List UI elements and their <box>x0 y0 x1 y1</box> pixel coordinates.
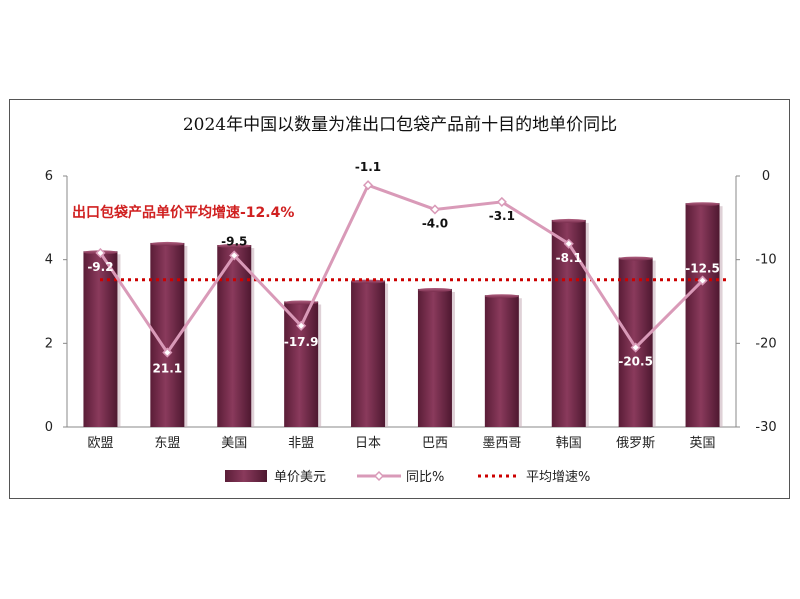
yoy-point <box>296 320 307 331</box>
legend-swatch-yoy-marker <box>373 470 385 482</box>
yoy-data-label: -12.5 <box>685 262 720 276</box>
y-left-tick-label: 2 <box>45 336 53 351</box>
x-category-label: 非盟 <box>288 436 314 451</box>
legend-swatch-bar <box>225 470 267 482</box>
y-left-tick-label: 6 <box>45 169 53 184</box>
yoy-point <box>630 342 641 353</box>
legend-label-avg: 平均增速% <box>526 470 590 485</box>
yoy-data-label: 21.1 <box>153 362 183 376</box>
x-category-label: 俄罗斯 <box>616 436 655 451</box>
data-labels: -9.2 21.1 -9.5 -17.9 -1.1 -4.0 -3.1 -8.1 -20.5 -1… <box>87 160 720 375</box>
yoy-data-label: -17.9 <box>284 335 319 349</box>
bar-cap <box>284 300 319 305</box>
bar <box>685 203 720 427</box>
legend-label-bar: 单价美元 <box>274 470 326 485</box>
yoy-data-label: -4.0 <box>422 216 448 230</box>
yoy-data-label: -9.5 <box>221 234 247 248</box>
yoy-point <box>95 247 106 259</box>
axes: 0 2 4 6 0 -10 -20 -30 欧盟 东盟 美国 非盟 日本 巴西 墨西哥 韩国 俄罗斯 英国 <box>45 169 777 451</box>
y-right-tick-label: -20 <box>755 336 776 351</box>
bar <box>217 245 252 427</box>
x-category-label: 墨西哥 <box>482 436 521 451</box>
y-left-tick-label: 0 <box>45 420 53 435</box>
bar <box>83 251 118 427</box>
x-category-label: 日本 <box>355 436 381 451</box>
bar-cap <box>150 241 185 246</box>
chart-frame: 2024年中国以数量为准出口包袋产品前十目的地单价同比 出口包袋产品单价平均增速… <box>9 99 790 499</box>
yoy-polyline <box>99 183 704 356</box>
bar-cap <box>618 256 653 261</box>
average-growth-annotation: 出口包袋产品单价平均增速-12.4% <box>72 204 294 221</box>
x-category-label: 欧盟 <box>87 436 113 451</box>
yoy-point <box>697 275 708 286</box>
legend-label-yoy: 同比% <box>406 470 444 485</box>
x-category-label: 美国 <box>221 436 247 451</box>
yoy-data-label: -9.2 <box>87 260 113 274</box>
yoy-data-label: -8.1 <box>556 251 582 265</box>
bar <box>618 257 653 427</box>
yoy-data-label: -3.1 <box>489 209 515 223</box>
x-category-label: 巴西 <box>422 436 448 451</box>
chart-title: 2024年中国以数量为准出口包袋产品前十目的地单价同比 <box>183 115 617 135</box>
bar <box>417 288 452 427</box>
bar <box>484 295 519 427</box>
yoy-point <box>563 238 574 249</box>
chart-svg: 2024年中国以数量为准出口包袋产品前十目的地单价同比 出口包袋产品单价平均增速… <box>45 115 777 485</box>
x-category-label: 英国 <box>690 436 716 451</box>
bar-cap <box>217 244 252 249</box>
x-category-label: 东盟 <box>154 436 180 451</box>
yoy-data-label: -1.1 <box>355 160 381 174</box>
bar-cap <box>417 287 452 292</box>
yoy-data-label: -20.5 <box>618 355 653 369</box>
y-right-tick-label: -30 <box>755 420 776 435</box>
yoy-point <box>429 204 441 215</box>
bar-cap <box>685 202 720 207</box>
legend: 单价美元 同比% 平均增速% <box>225 470 590 485</box>
bar <box>351 280 386 427</box>
yoy-point <box>162 347 173 358</box>
y-right-tick-label: -10 <box>755 253 776 268</box>
y-left-tick-label: 4 <box>45 253 53 268</box>
bar-cap <box>484 294 519 299</box>
x-category-label: 韩国 <box>556 436 582 451</box>
bar <box>284 301 319 427</box>
bars <box>83 202 723 427</box>
yoy-point <box>229 250 240 261</box>
yoy-point <box>496 196 507 207</box>
yoy-line <box>95 180 708 358</box>
bar <box>551 219 586 427</box>
y-right-tick-label: 0 <box>762 169 770 184</box>
yoy-point <box>362 180 374 191</box>
bar-cap <box>551 218 586 223</box>
